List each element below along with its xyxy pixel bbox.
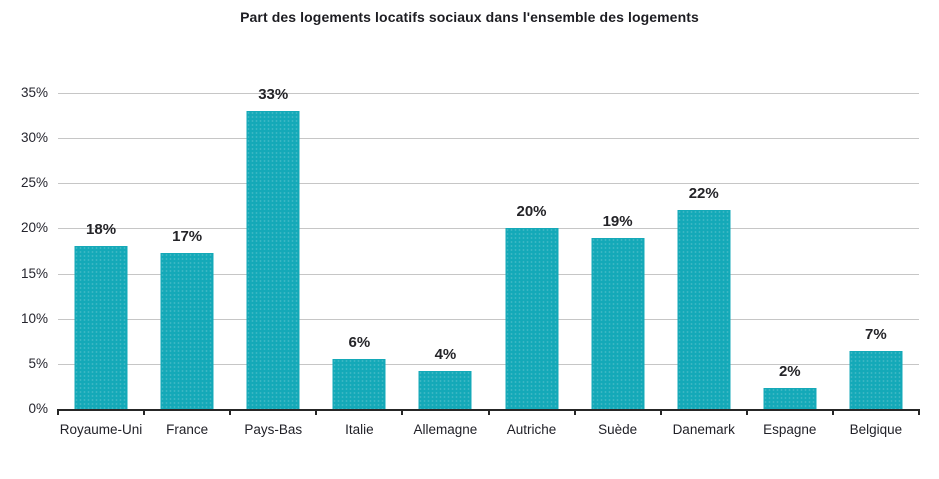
x-axis-category-label: Allemagne (413, 422, 478, 437)
gridline (58, 183, 919, 185)
x-axis-tick (401, 409, 404, 415)
gridline (58, 363, 919, 365)
bar (677, 210, 731, 409)
category-cell: 33% Pays-Bas (230, 86, 316, 437)
bar (849, 351, 903, 409)
category-cell: 7% Belgique (833, 93, 919, 437)
x-axis-tick (659, 409, 662, 415)
bar (763, 388, 817, 409)
gridline (58, 228, 919, 230)
x-axis-tick (573, 409, 576, 415)
bar-value-label: 4% (434, 346, 457, 364)
x-axis-tick (315, 409, 318, 415)
category-cell: 6% Italie (316, 93, 402, 437)
bar (246, 111, 300, 409)
plot-area: 18% Royaume-Uni 17% France 33% Pays-Bas 6% Ital… (21, 85, 920, 437)
y-axis-tick-label: 10% (20, 310, 48, 326)
x-axis-tick (487, 409, 490, 415)
bar (505, 228, 559, 409)
category-cell: 17% France (144, 93, 230, 437)
gridline (58, 93, 919, 94)
y-axis-tick-label: 5% (28, 355, 48, 371)
x-axis-category-label: Belgique (849, 422, 903, 437)
category-cell: 2% Espagne (747, 93, 833, 437)
y-axis-tick-label: 0% (28, 401, 48, 416)
bar-value-label: 7% (865, 326, 887, 344)
x-axis-tick (745, 409, 748, 415)
bar-value-label: 19% (602, 213, 633, 231)
bar (591, 238, 645, 409)
bar-value-label: 20% (516, 203, 547, 221)
y-axis-tick-label: 25% (20, 175, 48, 191)
y-axis-tick-label: 20% (20, 220, 48, 236)
categories-row: 18% Royaume-Uni 17% France 33% Pays-Bas 6% Ital… (58, 86, 919, 437)
category-cell: 19% Suède (575, 93, 661, 437)
x-axis-category-label: Espagne (763, 422, 817, 437)
gridline (58, 138, 919, 140)
x-axis-tick (57, 409, 59, 415)
chart-title: Part des logements locatifs sociaux dans… (240, 9, 699, 25)
x-axis-category-label: Suède (598, 422, 638, 437)
bar (160, 252, 214, 409)
y-axis-tick-label: 30% (20, 130, 48, 146)
x-axis-category-label: Danemark (672, 422, 735, 437)
bar (74, 245, 128, 409)
bar-value-label: 17% (172, 227, 203, 245)
category-cell: 20% Autriche (488, 93, 574, 437)
bar-value-label: 33% (258, 86, 289, 104)
x-axis-category-label: Italie (345, 422, 374, 437)
bar-value-label: 18% (86, 220, 117, 238)
x-axis-tick (831, 409, 834, 415)
gridline (58, 273, 919, 275)
bar-value-label: 6% (348, 334, 371, 352)
x-axis-category-label: Autriche (506, 422, 557, 437)
x-axis-tick (143, 409, 146, 415)
category-cell: 18% Royaume-Uni (58, 93, 144, 437)
x-axis-tick (229, 409, 232, 415)
bar-value-label: 2% (778, 363, 801, 381)
y-axis-tick-label: 15% (20, 265, 48, 281)
bar (332, 359, 386, 409)
bar-value-label: 22% (688, 185, 719, 203)
x-axis-tick (918, 409, 920, 415)
category-cell: 4% Allemagne (402, 93, 488, 437)
x-axis-category-label: Pays-Bas (244, 422, 303, 437)
bar (418, 371, 472, 409)
category-cell: 22% Danemark (661, 93, 747, 437)
y-axis-tick-label: 35% (20, 85, 48, 100)
x-axis-category-label: Royaume-Uni (59, 422, 143, 437)
gridline (58, 318, 919, 320)
x-axis-category-label: France (166, 422, 209, 437)
